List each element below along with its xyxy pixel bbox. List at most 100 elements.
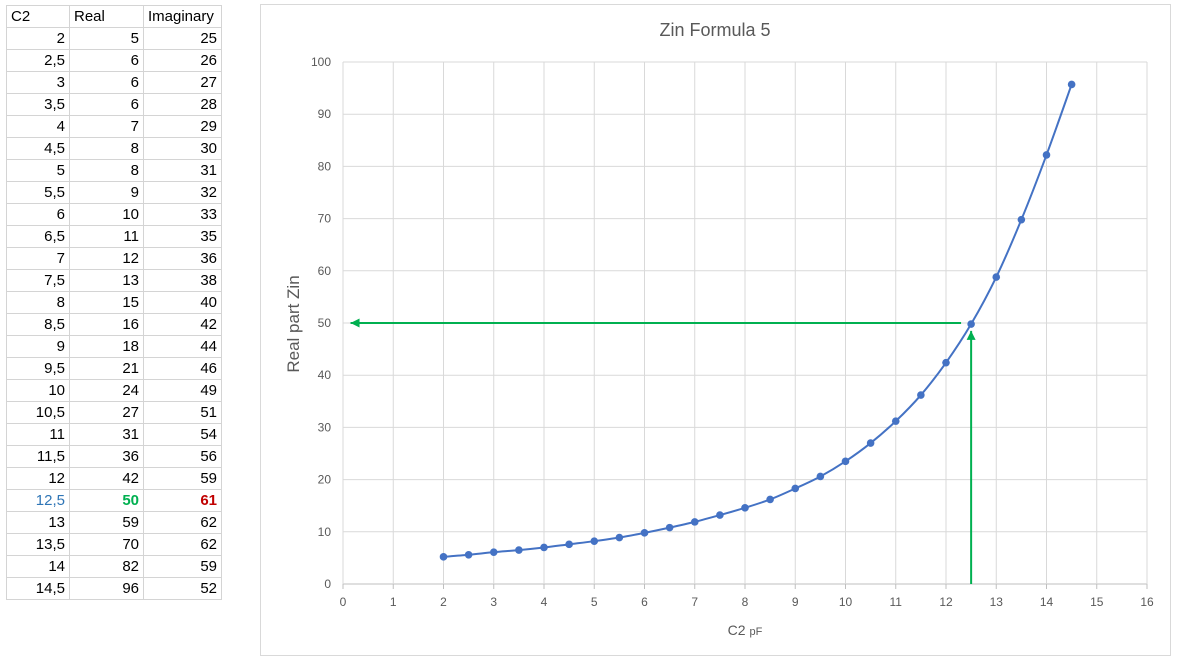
table-cell[interactable]: 26: [143, 49, 222, 72]
table-cell[interactable]: 46: [143, 357, 222, 380]
table-cell[interactable]: 10: [69, 203, 144, 226]
table-cell[interactable]: 14,5: [6, 577, 70, 600]
table-cell[interactable]: 31: [143, 159, 222, 182]
table-cell[interactable]: 38: [143, 269, 222, 292]
data-point[interactable]: [1067, 80, 1076, 89]
data-point[interactable]: [917, 391, 925, 399]
data-point[interactable]: [791, 484, 800, 493]
table-cell[interactable]: 62: [143, 533, 222, 556]
table-cell[interactable]: 7: [69, 115, 144, 138]
data-point[interactable]: [841, 457, 850, 466]
table-cell[interactable]: 12,5: [6, 489, 70, 512]
table-cell[interactable]: 62: [143, 511, 222, 534]
table-cell[interactable]: 3,5: [6, 93, 70, 116]
data-point[interactable]: [489, 548, 498, 556]
data-point[interactable]: [866, 439, 875, 447]
table-cell[interactable]: 59: [143, 555, 222, 578]
data-point[interactable]: [464, 550, 473, 559]
table-cell[interactable]: 56: [143, 445, 222, 468]
table-cell[interactable]: 33: [143, 203, 222, 226]
table-cell[interactable]: 70: [69, 533, 144, 556]
data-point[interactable]: [690, 518, 699, 526]
table-cell[interactable]: 2: [6, 27, 70, 50]
table-cell[interactable]: 9,5: [6, 357, 70, 380]
table-cell[interactable]: 8: [69, 159, 144, 182]
table-cell[interactable]: 5,5: [6, 181, 70, 204]
table-cell[interactable]: 44: [143, 335, 222, 358]
table-cell[interactable]: 10,5: [6, 401, 70, 424]
data-point[interactable]: [439, 553, 448, 561]
chart-area[interactable]: [260, 4, 1171, 656]
column-header[interactable]: Imaginary: [143, 5, 222, 28]
table-cell[interactable]: 6: [6, 203, 70, 226]
table-cell[interactable]: 52: [143, 577, 222, 600]
table-cell[interactable]: 24: [69, 379, 144, 402]
table-cell[interactable]: 7,5: [6, 269, 70, 292]
table-cell[interactable]: 30: [143, 137, 222, 160]
table-cell[interactable]: 96: [69, 577, 144, 600]
table-cell[interactable]: 54: [143, 423, 222, 446]
table-cell[interactable]: 9: [6, 335, 70, 358]
table-cell[interactable]: 11: [69, 225, 144, 248]
data-point[interactable]: [942, 358, 950, 367]
table-cell[interactable]: 59: [143, 467, 222, 490]
table-cell[interactable]: 59: [69, 511, 144, 534]
table-cell[interactable]: 13: [6, 511, 70, 534]
table-cell[interactable]: 6,5: [6, 225, 70, 248]
table-cell[interactable]: 29: [143, 115, 222, 138]
table-cell[interactable]: 42: [143, 313, 222, 336]
table-cell[interactable]: 36: [69, 445, 144, 468]
table-cell[interactable]: 50: [69, 489, 144, 512]
data-point[interactable]: [590, 537, 599, 545]
table-cell[interactable]: 5: [69, 27, 144, 50]
data-point[interactable]: [816, 472, 825, 481]
table-cell[interactable]: 27: [69, 401, 144, 424]
table-cell[interactable]: 9: [69, 181, 144, 204]
table-cell[interactable]: 61: [143, 489, 222, 512]
table-cell[interactable]: 36: [143, 247, 222, 270]
data-point[interactable]: [716, 511, 724, 519]
table-cell[interactable]: 49: [143, 379, 222, 402]
data-point[interactable]: [515, 546, 523, 554]
table-cell[interactable]: 35: [143, 225, 222, 248]
table-cell[interactable]: 8: [6, 291, 70, 314]
table-cell[interactable]: 8,5: [6, 313, 70, 336]
data-point[interactable]: [992, 273, 1001, 281]
data-point[interactable]: [741, 503, 749, 512]
table-cell[interactable]: 40: [143, 291, 222, 314]
table-cell[interactable]: 25: [143, 27, 222, 50]
data-point[interactable]: [665, 523, 674, 532]
data-point[interactable]: [615, 533, 624, 542]
table-cell[interactable]: 15: [69, 291, 144, 314]
table-cell[interactable]: 51: [143, 401, 222, 424]
table-cell[interactable]: 27: [143, 71, 222, 94]
table-cell[interactable]: 14: [6, 555, 70, 578]
table-cell[interactable]: 7: [6, 247, 70, 270]
table-cell[interactable]: 31: [69, 423, 144, 446]
table-cell[interactable]: 11: [6, 423, 70, 446]
table-cell[interactable]: 18: [69, 335, 144, 358]
table-cell[interactable]: 16: [69, 313, 144, 336]
table-cell[interactable]: 11,5: [6, 445, 70, 468]
table-cell[interactable]: 28: [143, 93, 222, 116]
table-cell[interactable]: 10: [6, 379, 70, 402]
data-point[interactable]: [1042, 151, 1051, 159]
column-header[interactable]: C2: [6, 5, 70, 28]
table-cell[interactable]: 6: [69, 93, 144, 116]
data-point[interactable]: [540, 543, 548, 552]
data-point[interactable]: [766, 495, 774, 504]
data-point[interactable]: [565, 540, 573, 549]
table-cell[interactable]: 42: [69, 467, 144, 490]
data-point[interactable]: [967, 320, 975, 328]
table-cell[interactable]: 8: [69, 137, 144, 160]
table-cell[interactable]: 13: [69, 269, 144, 292]
table-cell[interactable]: 12: [69, 247, 144, 270]
table-cell[interactable]: 6: [69, 49, 144, 72]
table-cell[interactable]: 5: [6, 159, 70, 182]
table-cell[interactable]: 82: [69, 555, 144, 578]
data-point[interactable]: [891, 417, 900, 425]
data-point[interactable]: [640, 529, 649, 537]
table-cell[interactable]: 3: [6, 71, 70, 94]
table-cell[interactable]: 12: [6, 467, 70, 490]
data-point[interactable]: [1017, 215, 1026, 224]
